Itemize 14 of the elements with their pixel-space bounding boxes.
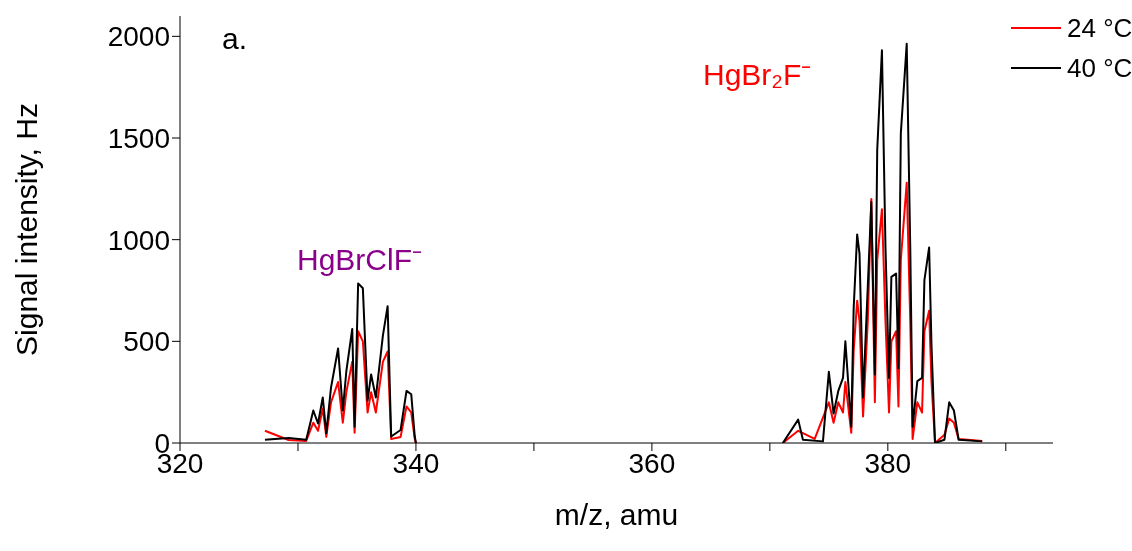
annotation: a. xyxy=(222,22,248,56)
x-axis-title: m/z, amu xyxy=(554,498,679,531)
x-tick-label: 340 xyxy=(392,447,440,479)
y-tick-label: 1500 xyxy=(107,122,170,154)
y-tick-label: 500 xyxy=(123,326,170,358)
y-tick-label: 2000 xyxy=(107,21,170,53)
x-tick-label: 380 xyxy=(864,447,912,479)
y-tick-label: 1000 xyxy=(107,224,170,256)
annotation: HgBrClF⁻ xyxy=(297,242,423,278)
legend-label: 24 °C xyxy=(1067,12,1132,44)
x-tick-label: 360 xyxy=(628,447,676,479)
legend-label: 40 °C xyxy=(1067,52,1132,84)
y-axis-title: Signal intensity, Hz xyxy=(9,103,43,356)
annotation: HgBr₂F⁻ xyxy=(703,57,812,93)
